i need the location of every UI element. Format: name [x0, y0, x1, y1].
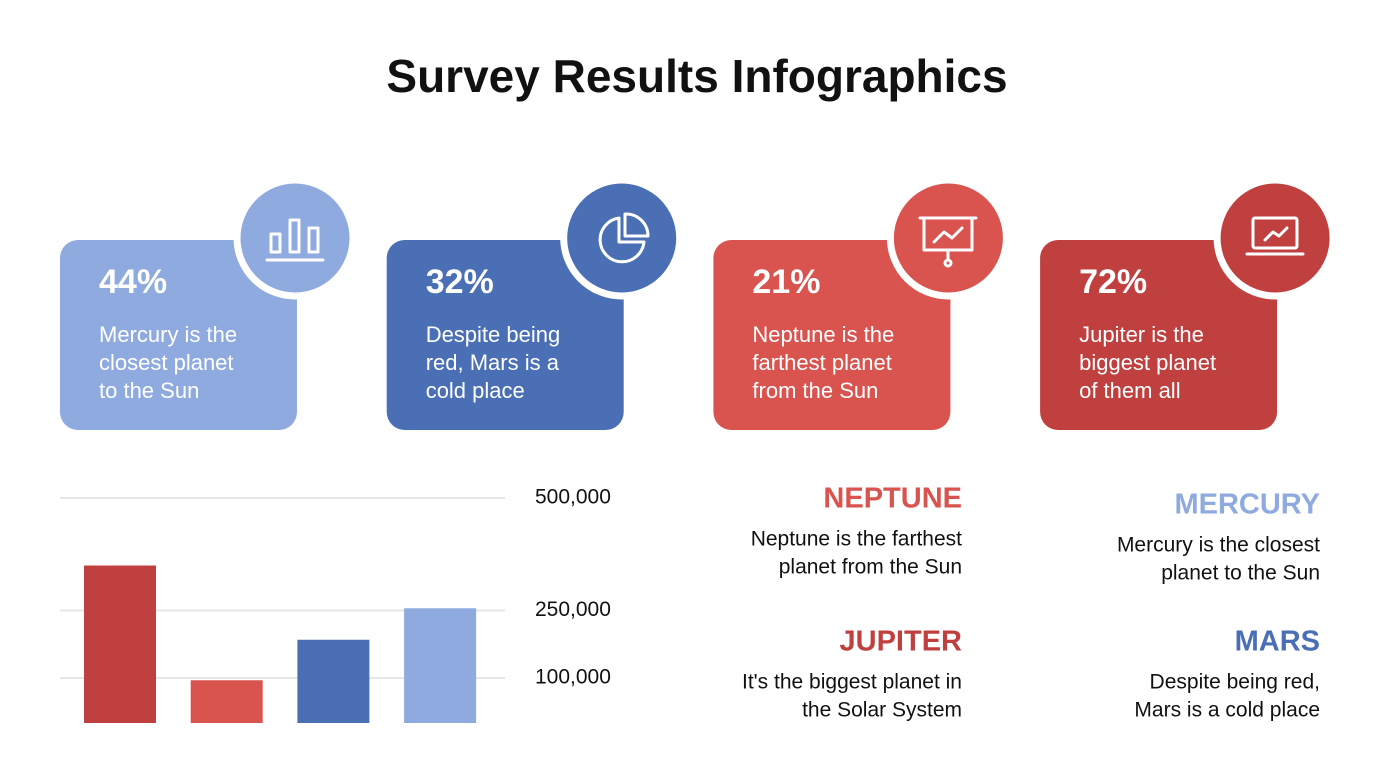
note-title: MERCURY: [1174, 489, 1320, 521]
note-text: It's the biggest planet in: [742, 671, 962, 694]
card-percent: 21%: [752, 263, 820, 301]
card: [386, 240, 624, 430]
note-title: NEPTUNE: [823, 483, 962, 515]
y-tick-label: 250,000: [535, 598, 611, 621]
note-title: MARS: [1235, 626, 1320, 658]
card-text: Despite being: [426, 322, 561, 347]
icon-badge: [560, 176, 684, 300]
card-text: to the Sun: [99, 378, 199, 403]
note-text: Mars is a cold place: [1134, 699, 1320, 722]
card-text: biggest planet: [1079, 350, 1216, 375]
pie-icon: [598, 212, 650, 264]
icon-badge: [1213, 176, 1337, 300]
presentation-icon: [918, 216, 978, 268]
card-percent: 32%: [426, 263, 494, 301]
bar: [190, 680, 263, 723]
bar: [404, 608, 477, 723]
card-text: red, Mars is a: [426, 350, 560, 375]
note-text: Mercury is the closest: [1117, 534, 1320, 557]
icon-badge: [233, 176, 357, 300]
card-text: Neptune is the: [752, 322, 894, 347]
icon-badge: [886, 176, 1010, 300]
bar-chart: 100,000 250,000 500,000: [60, 486, 611, 723]
card: [60, 240, 297, 430]
card-text: Jupiter is the: [1079, 322, 1204, 347]
icons: [265, 212, 1305, 268]
card-text: from the Sun: [752, 378, 878, 403]
note-title: JUPITER: [840, 626, 963, 658]
note-text: Despite being red,: [1150, 671, 1320, 694]
bar: [297, 639, 370, 723]
card-text: farthest planet: [752, 350, 891, 375]
cards: 44% Mercury is the closest planet to the Su…: [60, 176, 1337, 430]
notes: NEPTUNE Neptune is the farthest planet fro…: [742, 483, 1320, 722]
note-text: planet from the Sun: [779, 556, 962, 579]
card-percent: 44%: [99, 263, 167, 301]
page-title: Survey Results Infographics: [386, 50, 1007, 102]
bar-icon: [265, 218, 325, 262]
card-percent: 72%: [1079, 263, 1147, 301]
card-text: cold place: [426, 378, 525, 403]
note-text: planet to the Sun: [1161, 562, 1320, 585]
y-tick-label: 100,000: [535, 666, 611, 689]
card: [713, 240, 951, 430]
card: [1040, 240, 1278, 430]
bar: [84, 565, 156, 723]
note-text: Neptune is the farthest: [751, 528, 962, 551]
laptop-icon: [1245, 216, 1305, 256]
card-text: Mercury is the: [99, 322, 237, 347]
note-text: the Solar System: [802, 699, 962, 722]
card-text: closest planet: [99, 350, 234, 375]
card-text: of them all: [1079, 378, 1181, 403]
y-tick-label: 500,000: [535, 486, 611, 509]
